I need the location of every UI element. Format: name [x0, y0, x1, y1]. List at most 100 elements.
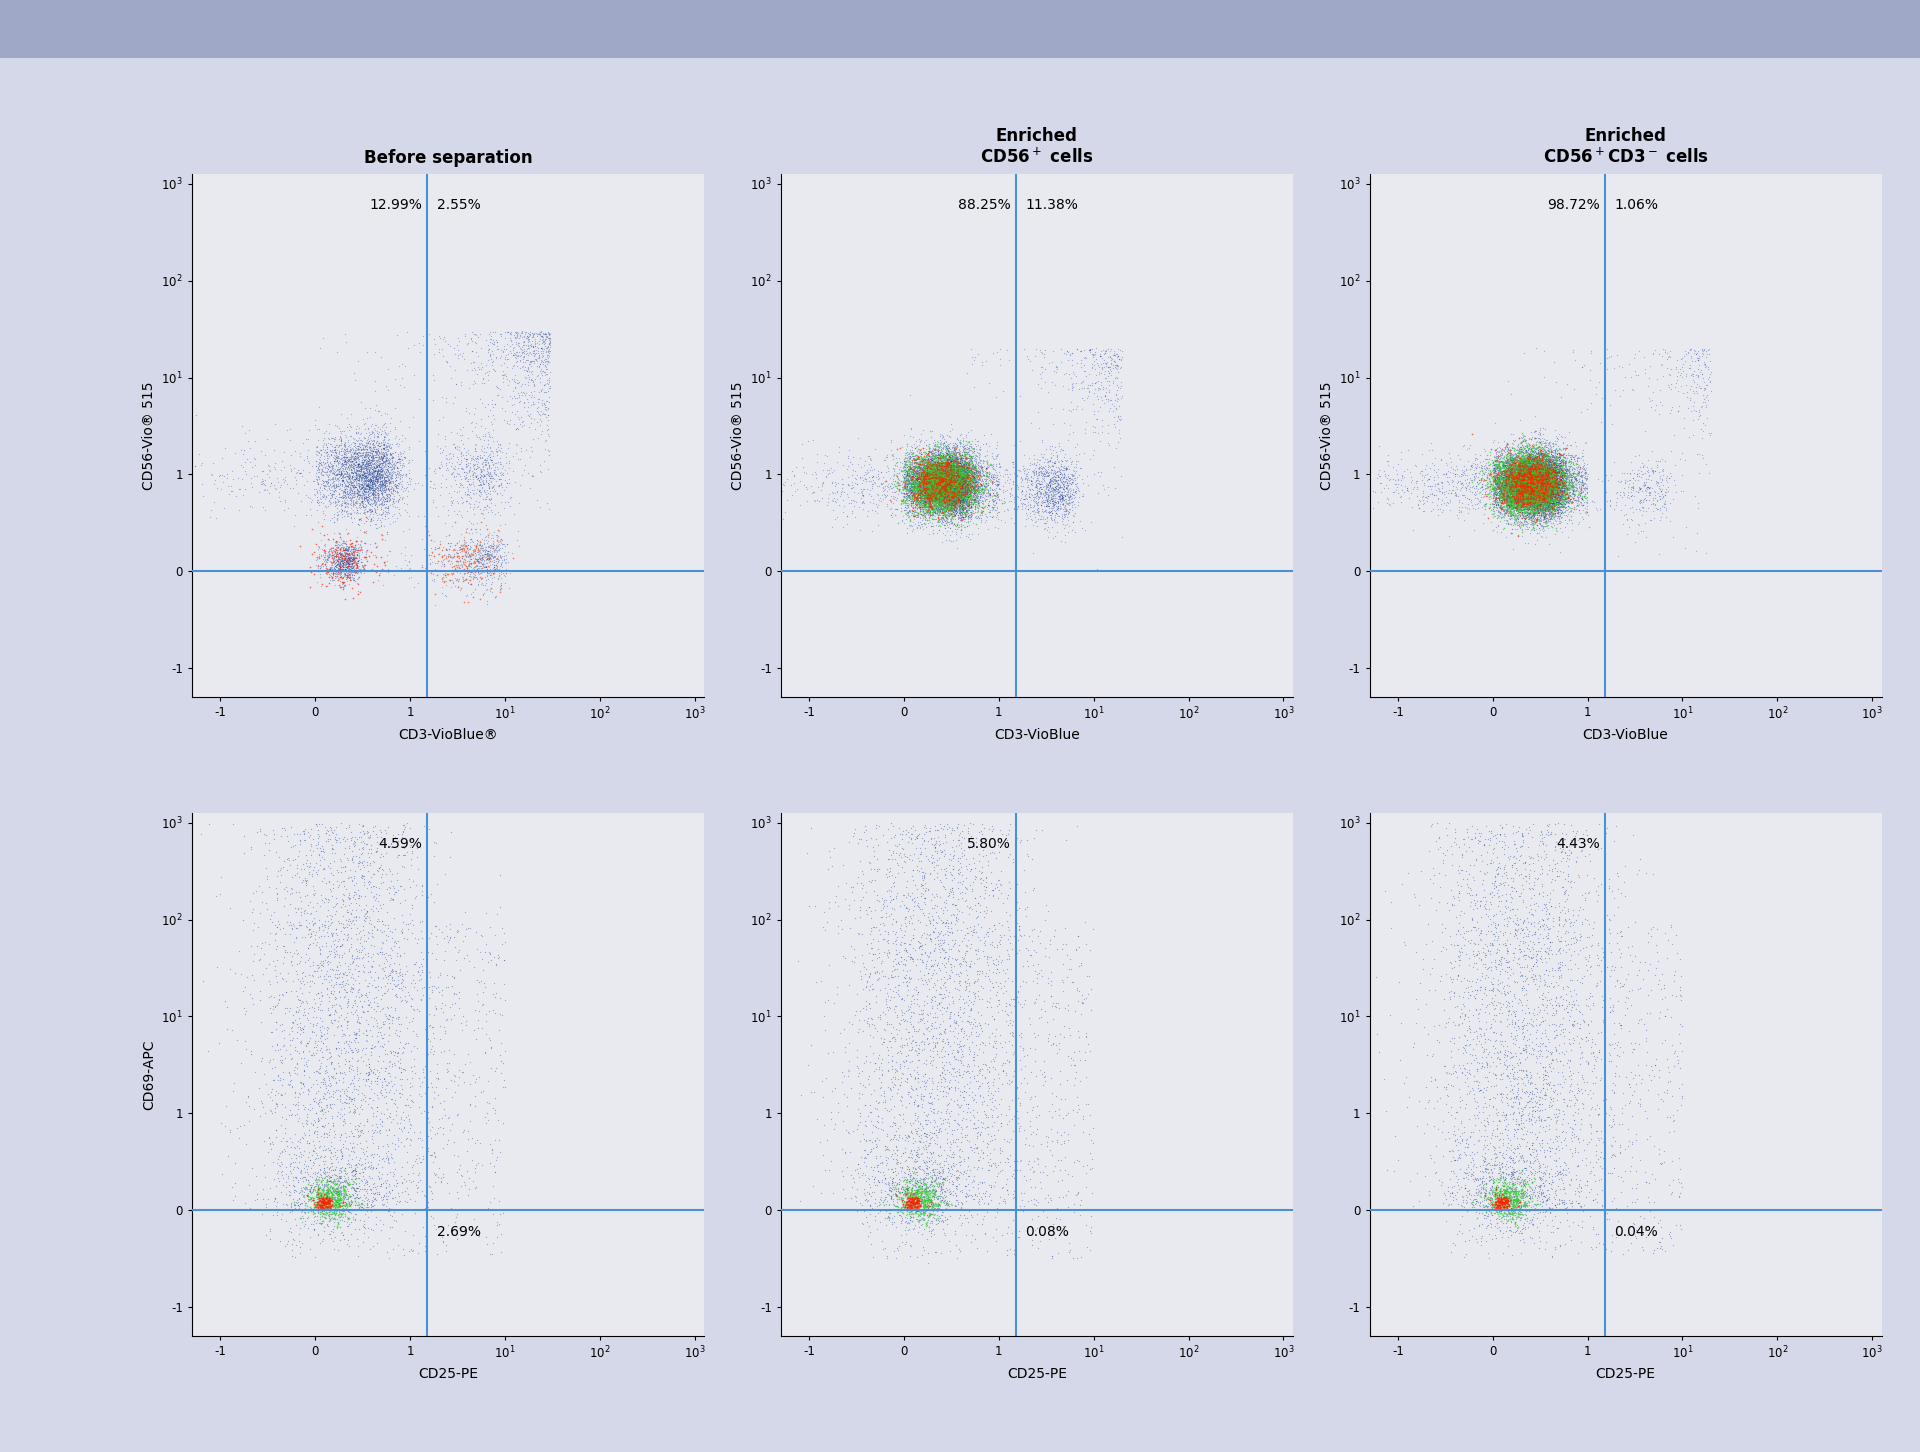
- Point: [1484, 456, 1515, 479]
- Point: [1519, 505, 1549, 529]
- Point: [935, 499, 966, 523]
- Point: [1528, 456, 1559, 479]
- Point: [1536, 462, 1567, 485]
- Point: [1480, 1098, 1511, 1121]
- Point: [1515, 939, 1546, 963]
- Point: [1004, 1150, 1035, 1173]
- Point: [843, 1086, 874, 1109]
- Point: [1023, 923, 1054, 947]
- Point: [920, 1179, 950, 1202]
- Point: [1500, 482, 1530, 505]
- Point: [1521, 450, 1551, 473]
- Point: [912, 454, 943, 478]
- Point: [979, 463, 1010, 486]
- Point: [369, 456, 399, 479]
- Point: [1534, 469, 1565, 492]
- Point: [1467, 868, 1498, 892]
- Point: [937, 465, 968, 488]
- Point: [1538, 485, 1569, 508]
- Point: [1523, 472, 1553, 495]
- Point: [1526, 485, 1557, 508]
- Point: [369, 433, 399, 456]
- Point: [1517, 469, 1548, 492]
- Point: [1565, 894, 1596, 918]
- Point: [1693, 367, 1724, 391]
- Point: [906, 489, 937, 513]
- Point: [935, 469, 966, 492]
- Point: [1519, 465, 1549, 488]
- Point: [1490, 449, 1521, 472]
- Point: [920, 452, 950, 475]
- Point: [490, 1074, 520, 1098]
- Point: [852, 499, 883, 523]
- Point: [351, 340, 382, 363]
- Point: [361, 986, 392, 1009]
- Point: [1628, 472, 1659, 495]
- Point: [353, 459, 384, 482]
- Point: [924, 468, 954, 491]
- Point: [1521, 475, 1551, 498]
- Point: [941, 469, 972, 492]
- Point: [1528, 466, 1559, 489]
- Point: [922, 449, 952, 472]
- Point: [891, 478, 922, 501]
- Point: [916, 469, 947, 492]
- Point: [904, 468, 935, 491]
- Point: [399, 971, 430, 995]
- Point: [943, 466, 973, 489]
- Point: [1528, 446, 1559, 469]
- Point: [1490, 473, 1521, 497]
- Point: [962, 475, 993, 498]
- Point: [298, 1144, 328, 1167]
- Point: [929, 941, 960, 964]
- Point: [351, 1205, 382, 1228]
- Point: [935, 443, 966, 466]
- Point: [1548, 829, 1578, 852]
- Point: [1530, 472, 1561, 495]
- Point: [1576, 489, 1607, 513]
- Point: [474, 547, 505, 571]
- Point: [338, 456, 369, 479]
- Point: [1071, 964, 1102, 987]
- Point: [920, 434, 950, 457]
- Point: [927, 479, 958, 502]
- Point: [1486, 481, 1517, 504]
- Point: [1492, 459, 1523, 482]
- Point: [910, 1128, 941, 1151]
- Point: [904, 452, 935, 475]
- Point: [532, 324, 563, 347]
- Point: [1551, 996, 1582, 1019]
- Point: [912, 466, 943, 489]
- Point: [918, 492, 948, 515]
- Point: [889, 861, 920, 884]
- Point: [1563, 486, 1594, 510]
- Point: [931, 473, 962, 497]
- Point: [1588, 941, 1619, 964]
- Point: [918, 460, 948, 484]
- Point: [1492, 484, 1523, 507]
- Point: [851, 976, 881, 999]
- Point: [1536, 497, 1567, 520]
- Point: [290, 1199, 321, 1223]
- Point: [359, 986, 390, 1009]
- Point: [1542, 476, 1572, 499]
- Point: [877, 472, 908, 495]
- Point: [1515, 465, 1546, 488]
- Point: [1540, 441, 1571, 465]
- Point: [922, 1172, 952, 1195]
- Point: [1549, 441, 1580, 465]
- Point: [1073, 1122, 1104, 1146]
- Point: [910, 495, 941, 518]
- Point: [1524, 510, 1555, 533]
- Point: [1519, 472, 1549, 495]
- Point: [1536, 478, 1567, 501]
- Point: [950, 934, 981, 957]
- Point: [914, 453, 945, 476]
- Point: [1521, 517, 1551, 540]
- Point: [467, 571, 497, 594]
- Point: [1490, 465, 1521, 488]
- Point: [1526, 440, 1557, 463]
- Point: [516, 333, 547, 356]
- Point: [1549, 476, 1580, 499]
- Point: [1459, 868, 1490, 892]
